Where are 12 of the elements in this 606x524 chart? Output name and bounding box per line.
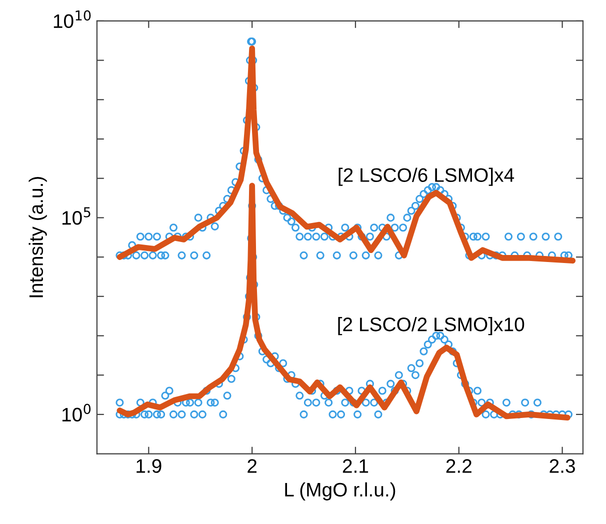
y-tick-label: 10$^{10}$ [54, 10, 91, 28]
x-tick-label: 2.2 [446, 459, 472, 473]
x-tick-label: 2.1 [342, 459, 368, 473]
annotation: [2 LSCO/6 LSMO]x4 [338, 168, 514, 186]
y-tick-label: 10$^{0}$ [62, 404, 91, 422]
x-tick-label: 2 [248, 459, 256, 473]
x-axis-title: L (MgO r.l.u.) [285, 482, 396, 500]
y-axis-title: Intensity (a.u.) [28, 176, 47, 298]
x-tick-label: 1.9 [136, 459, 162, 473]
y-tick-label: 10$^{5}$ [62, 207, 90, 225]
x-tick-label: 2.3 [550, 459, 575, 473]
annotation: [2 LSCO/2 LSMO]x10 [338, 317, 524, 336]
